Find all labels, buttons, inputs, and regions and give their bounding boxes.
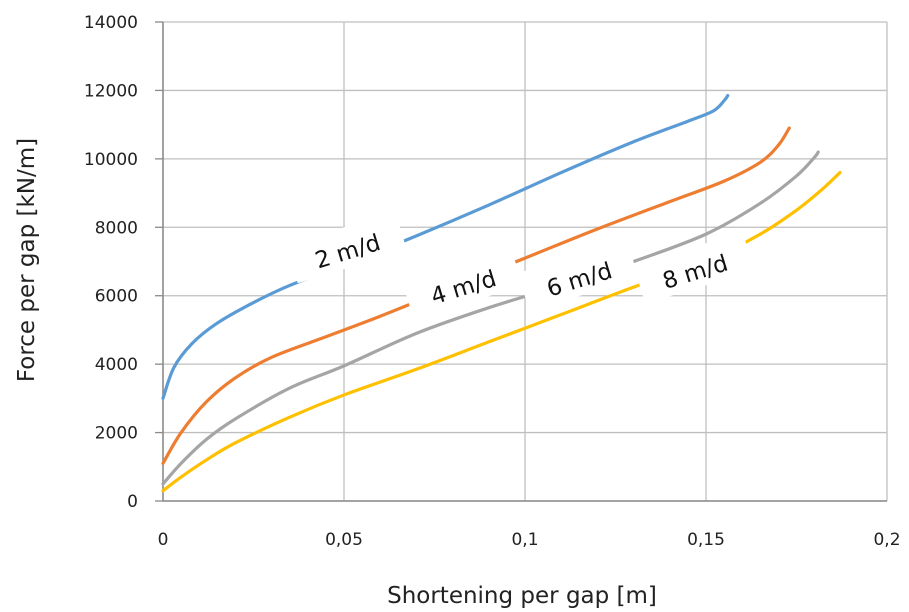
x-tick-label: 0 [158,530,169,550]
tick-layer: 0 2000 4000 6000 8000 10000 12000 14000 0 0,05 0,1… [84,13,901,550]
series-label-background [286,211,407,284]
y-tick-label: 4000 [95,355,138,375]
x-tick-label: 0,05 [325,530,363,550]
series-label-background [517,239,639,312]
y-tick-label: 8000 [95,218,138,238]
series-label-group: 2 m/d [286,211,407,284]
series-label-group: 4 m/d [401,247,523,320]
y-tick-label: 6000 [95,287,138,307]
series-line [161,170,842,493]
y-tick-label: 0 [127,492,138,512]
y-tick-label: 2000 [95,424,138,444]
label-layer: 2 m/d4 m/d 6 m/d 8 m/d [286,211,755,320]
x-tick-label: 0,2 [873,530,900,550]
series-label-background [633,232,755,304]
x-tick-label: 0,1 [511,530,538,550]
series-label-group: 8 m/d [633,232,755,304]
series-line [161,93,730,400]
series-layer [161,93,842,493]
series-line [161,150,820,486]
y-tick-label: 10000 [84,150,138,170]
series-label-background [401,247,523,320]
series-label-group: 6 m/d [517,239,639,312]
grid-layer [155,21,888,502]
y-axis-title: Force per gap [kN/m] [14,138,40,382]
y-tick-label: 12000 [84,81,138,101]
y-tick-label: 14000 [84,13,138,33]
x-tick-label: 0,15 [687,530,725,550]
x-axis-title: Shortening per gap [m] [387,583,657,609]
